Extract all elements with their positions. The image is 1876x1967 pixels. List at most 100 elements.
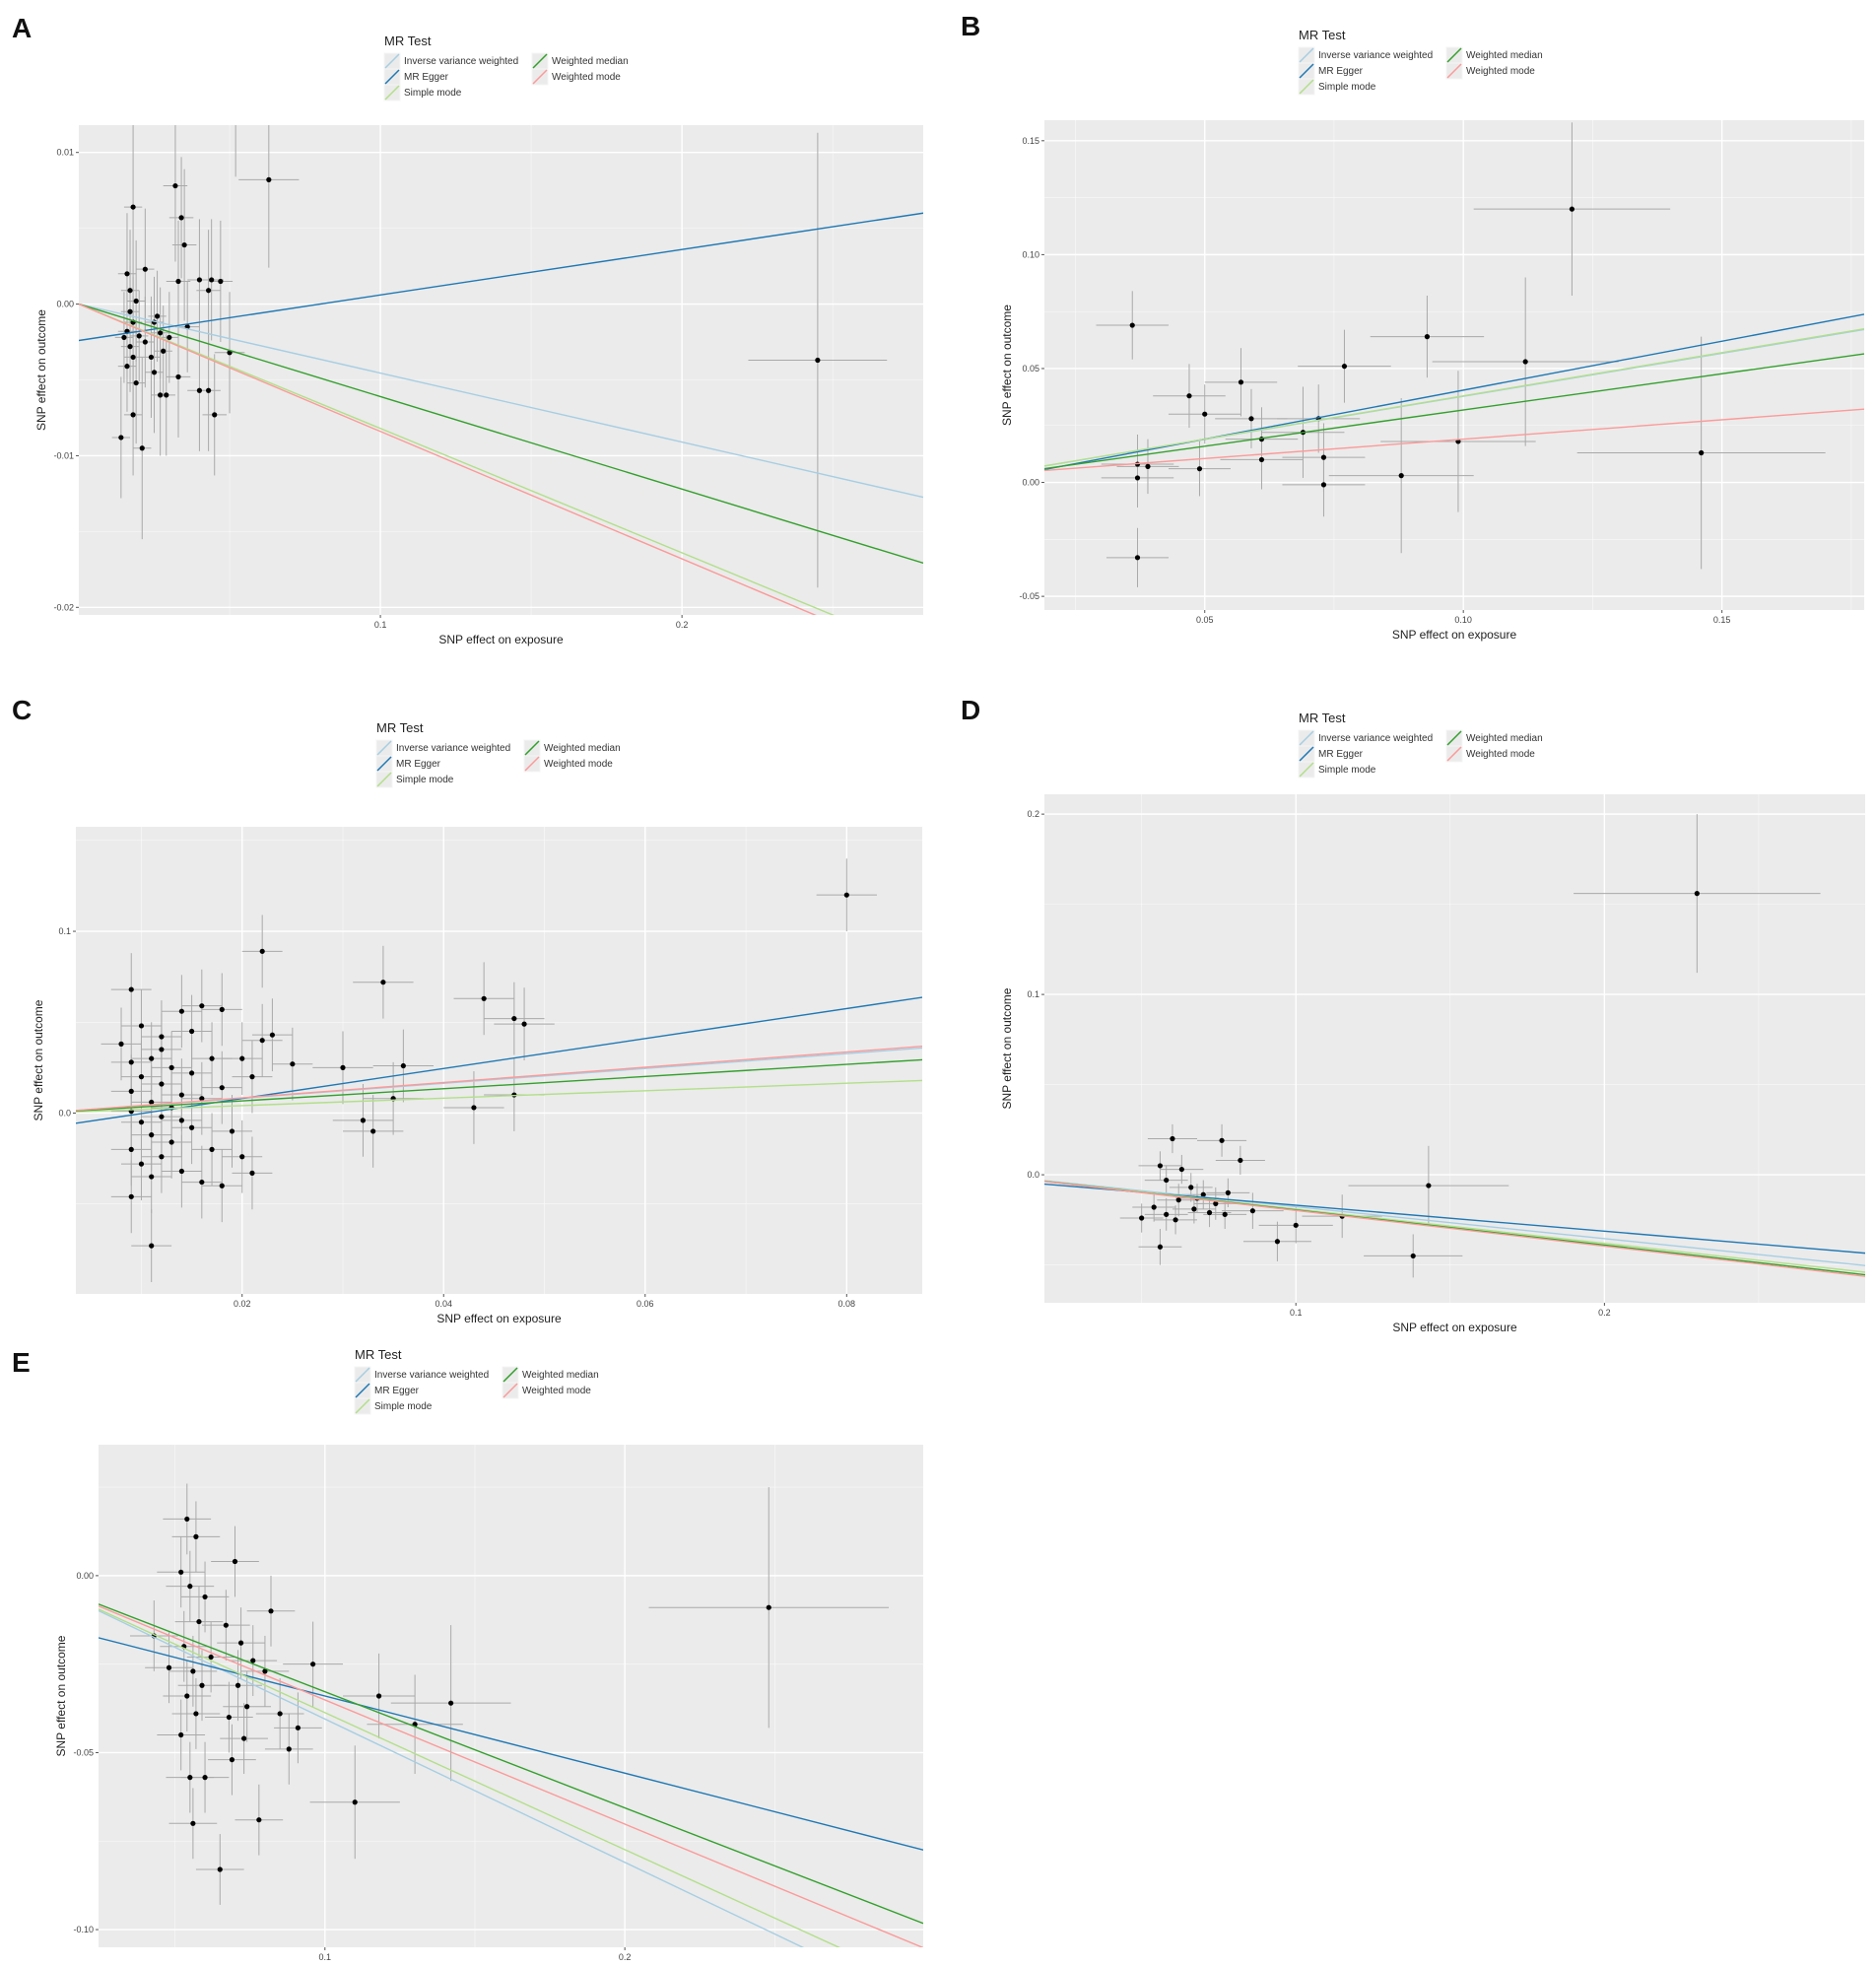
legend: MR Test Inverse variance weighted MR Egger… [375,720,621,788]
legend-label-ivw: Inverse variance weighted [396,743,510,754]
y-axis-title: SNP effect on outcome [54,1635,68,1756]
x-tick-label: 0.06 [636,1299,654,1309]
snp-point [1139,1215,1145,1221]
legend-key-simple [384,85,400,101]
snp-point-group [234,125,236,177]
mr-line-wmode [99,1605,923,1947]
snp-point [118,1041,124,1048]
snp-point [212,412,218,418]
snp-point [1320,454,1327,460]
x-tick-label: 0.2 [619,1952,632,1962]
x-tick-label: 0.04 [435,1299,452,1309]
snp-point [266,176,272,182]
gridlines [76,827,922,1294]
legend-key-egger [355,1383,370,1398]
snp-point [1164,1177,1170,1184]
mr-line-wmedian [99,1603,923,1925]
snp-point [190,1820,196,1826]
snp-point [202,1775,208,1781]
legend-label-wmedian: Weighted median [522,1370,599,1381]
snp-point [1426,1183,1432,1188]
snp-point [158,330,164,336]
snp-point [209,277,215,283]
legend-key-egger [384,69,400,85]
legend-label-wmedian: Weighted median [544,743,621,754]
snp-point [1222,1211,1228,1217]
mr-line-ivw [1044,1180,1865,1266]
y-tick-label: 0.10 [1022,249,1039,259]
snp-point [133,298,139,305]
snp-point [1164,1211,1170,1217]
y-tick-label: -0.01 [53,450,74,460]
snp-point [130,204,136,210]
legend-key-ivw [1299,47,1314,63]
panel-label: E [12,1347,31,1378]
snp-point [138,1073,145,1080]
snp-point [1145,463,1151,469]
x-tick-label: 0.15 [1713,615,1731,625]
snp-point [400,1062,406,1069]
x-tick-label: 0.02 [234,1299,251,1309]
snp-point [511,1015,517,1022]
plot-area [1044,122,1864,587]
snp-point [178,1168,184,1175]
y-tick-label: -0.02 [53,602,74,612]
snp-point [237,1640,244,1646]
legend-title: MR Test [384,34,432,48]
snp-point [286,1746,292,1752]
gridlines [79,125,923,615]
legend-label-ivw: Inverse variance weighted [1318,50,1433,61]
legend-title: MR Test [376,720,424,735]
mr-line-wmode [79,303,817,615]
snp-point [190,1668,196,1674]
mr-line-ivw [99,1609,805,1947]
snp-point [178,1569,184,1575]
legend-label-egger: MR Egger [374,1386,420,1396]
snp-point [1699,449,1705,456]
plot-area [1044,814,1865,1278]
snp-point [310,1662,316,1667]
legend-label-wmode: Weighted mode [1466,749,1535,760]
legend-key-egger [1299,63,1314,79]
legend-key-ivw [384,53,400,69]
snp-point [118,435,124,441]
snp-point [154,313,161,319]
x-tick-label: 0.1 [319,1952,332,1962]
snp-point [178,215,184,221]
snp-point [1219,1137,1225,1143]
legend-key-wmode [502,1383,518,1398]
legend-key-wmedian [1446,47,1462,63]
legend-label-wmedian: Weighted median [1466,733,1543,744]
snp-point [1134,475,1141,481]
x-axis-title: SNP effect on exposure [438,633,564,646]
snp-point [168,1139,174,1145]
y-tick-label: 0.15 [1022,136,1039,146]
y-tick-label: 0.00 [1022,478,1039,488]
x-tick-label: 0.08 [838,1299,856,1309]
snp-point [471,1105,477,1111]
plot-area [99,1483,923,1947]
snp-point [244,1704,250,1710]
snp-point [199,1003,205,1009]
panel-e: E MR Test Inverse variance weighted MR Egge… [12,1347,923,1967]
snp-point [142,266,148,272]
snp-point [127,344,133,350]
legend-key-wmedian [502,1367,518,1383]
plot-background [99,1445,923,1947]
legend: MR Test Inverse variance weighted MR Egger… [383,34,629,102]
snp-point [175,278,181,285]
snp-point [290,1061,296,1067]
mr-line-simple [79,303,836,615]
plot-area [76,858,922,1283]
legend-key-simple [376,772,392,787]
y-tick-label: -0.05 [73,1747,94,1757]
legend-label-wmedian: Weighted median [552,56,629,67]
snp-point [232,1558,238,1565]
legend-key-wmode [1446,63,1462,79]
snp-point [209,1146,215,1152]
snp-point [375,1693,382,1699]
panel-a: A MR Test Inverse variance weighted MR Egge… [12,13,923,646]
legend-key-simple [1299,762,1314,778]
snp-point [202,1594,208,1600]
